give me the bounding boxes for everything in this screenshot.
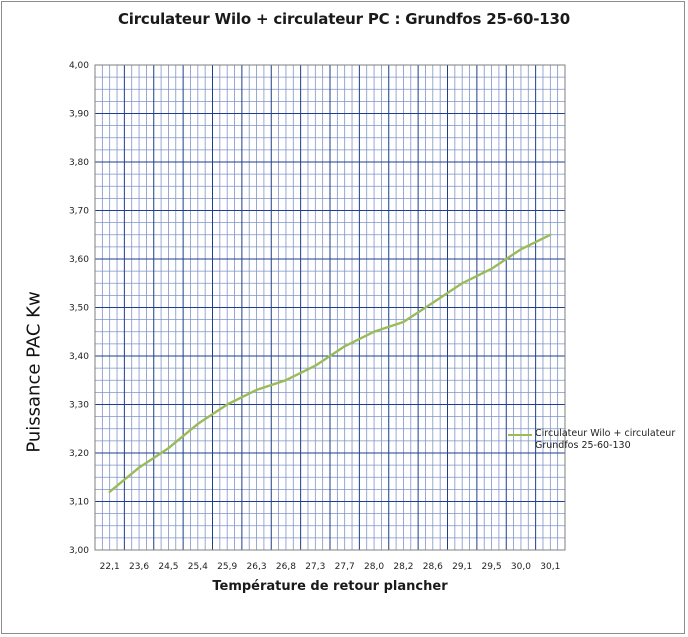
y-tick-label: 3,40 — [69, 352, 89, 362]
x-tick-label: 25,9 — [217, 562, 237, 572]
x-tick-label: 26,8 — [276, 562, 296, 572]
x-tick-label: 27,7 — [335, 562, 355, 572]
chart-title: Circulateur Wilo + circulateur PC : Grun… — [117, 10, 571, 28]
x-tick-label: 22,1 — [100, 562, 120, 572]
y-tick-label: 3,00 — [69, 546, 89, 556]
y-tick-label: 3,10 — [69, 498, 89, 508]
x-tick-label: 28,2 — [393, 562, 413, 572]
y-tick-label: 3,60 — [69, 255, 89, 265]
x-axis-label: Température de retour plancher — [212, 579, 448, 594]
x-tick-label: 27,3 — [305, 562, 325, 572]
y-tick-label: 3,90 — [69, 110, 89, 120]
x-tick-label: 28,6 — [423, 562, 443, 572]
x-tick-label: 30,0 — [511, 562, 531, 572]
x-tick-label: 28,0 — [364, 562, 384, 572]
legend-label: Circulateur Wilo + circulateur Grundfos … — [535, 428, 676, 451]
x-tick-label: 30,1 — [540, 562, 560, 572]
x-tick-label: 26,3 — [247, 562, 267, 572]
y-axis-ticks: 3,00 3,10 3,20 3,30 3,40 3,50 3,60 3,70 3,80 3,90… — [69, 61, 89, 556]
x-tick-label: 29,5 — [482, 562, 502, 572]
data-points — [109, 234, 551, 492]
y-tick-label: 3,50 — [69, 304, 89, 314]
y-tick-label: 3,20 — [69, 449, 89, 459]
series-line — [108, 233, 552, 493]
y-tick-label: 4,00 — [69, 61, 89, 71]
legend: Circulateur Wilo + circulateur Grundfos … — [508, 428, 686, 452]
y-tick-label: 3,70 — [69, 207, 89, 217]
legend-swatch — [508, 434, 532, 436]
x-axis-ticks: 22,1 23,6 24,5 25,4 25,9 26,3 26,8 27,3 27,7 28,0… — [100, 562, 561, 572]
y-axis-label: Puissance PAC Kw — [23, 291, 45, 453]
x-tick-label: 24,5 — [158, 562, 178, 572]
x-tick-label: 23,6 — [129, 562, 149, 572]
y-tick-label: 3,80 — [69, 158, 89, 168]
y-tick-label: 3,30 — [69, 401, 89, 411]
plot-area-border — [94, 64, 566, 551]
x-tick-label: 25,4 — [188, 562, 208, 572]
x-tick-label: 29,1 — [452, 562, 472, 572]
